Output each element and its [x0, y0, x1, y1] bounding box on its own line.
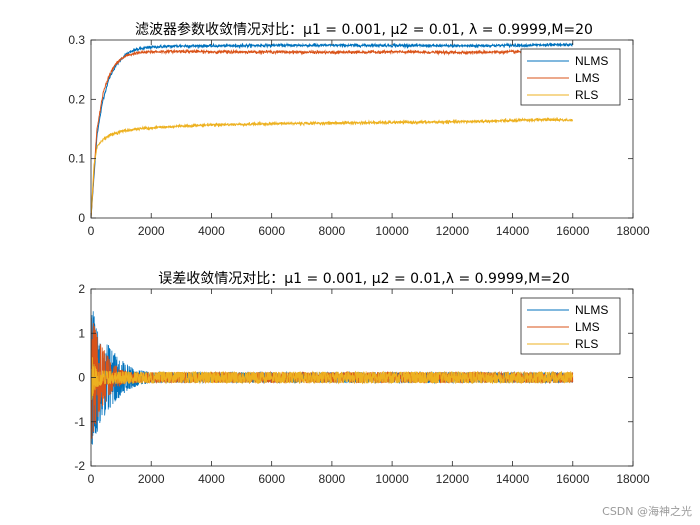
legend-label-lms: LMS: [575, 320, 600, 334]
x-tick-label: 14000: [496, 472, 530, 486]
y-tick-label: 0.3: [68, 33, 85, 47]
legend-label-rls: RLS: [575, 88, 598, 102]
y-tick-label: 0.1: [68, 152, 85, 166]
legend: NLMS LMS RLS: [520, 297, 621, 355]
series-line-nlms: [91, 42, 573, 218]
watermark-text: CSDN @海神之光: [602, 505, 692, 518]
x-tick-label: 2000: [138, 224, 165, 238]
legend-label-rls: RLS: [575, 337, 598, 351]
series-group: [91, 42, 574, 218]
legend-label-nlms: NLMS: [575, 303, 608, 317]
chart-title: 误差收敛情况对比：μ1 = 0.001, μ2 = 0.01,λ = 0.999…: [158, 271, 569, 287]
y-tick-label: 2: [78, 282, 85, 296]
y-tick-label: -2: [74, 459, 85, 473]
series-signal-rls: [91, 350, 574, 401]
series-line-lms: [91, 48, 574, 218]
x-tick-label: 0: [88, 224, 95, 238]
legend-label-nlms: NLMS: [575, 54, 608, 68]
x-tick-label: 10000: [375, 472, 409, 486]
x-tick-label: 12000: [436, 472, 470, 486]
y-tick-label: 1: [78, 326, 85, 340]
chart-1: 0 2000 4000 6000 8000 10000 12000 14000 16000 180…: [68, 21, 650, 238]
x-tick-label: 4000: [198, 472, 225, 486]
series-line-rls: [91, 116, 574, 218]
legend: NLMS LMS RLS: [520, 48, 621, 106]
legend-box: [520, 297, 621, 355]
x-tick-label: 4000: [198, 224, 225, 238]
legend-label-lms: LMS: [575, 71, 600, 85]
x-tick-label: 0: [88, 472, 95, 486]
x-tick-label: 16000: [556, 472, 590, 486]
x-tick-label: 16000: [556, 224, 590, 238]
x-tick-label: 6000: [258, 224, 285, 238]
y-tick-label: 0.2: [68, 92, 85, 106]
legend-box: [520, 48, 621, 106]
x-tick-label: 12000: [436, 224, 470, 238]
x-tick-label: 10000: [375, 224, 409, 238]
series-group: [91, 311, 574, 445]
x-tick-label: 18000: [616, 224, 650, 238]
x-tick-label: 8000: [319, 472, 346, 486]
x-tick-label: 8000: [319, 224, 346, 238]
axes-box: [90, 39, 634, 219]
x-tick-label: 6000: [258, 472, 285, 486]
y-tick-label: 0: [78, 211, 85, 225]
y-tick-label: -1: [74, 415, 85, 429]
y-tick-label: 0: [78, 371, 85, 385]
x-tick-label: 18000: [616, 472, 650, 486]
chart-title: 滤波器参数收敛情况对比：μ1 = 0.001, μ2 = 0.01, λ = 0…: [135, 21, 593, 38]
x-tick-label: 2000: [138, 472, 165, 486]
x-tick-label: 14000: [496, 224, 530, 238]
chart-2: 0 2000 4000 6000 8000 10000 12000 14000 16000 180…: [74, 271, 650, 486]
